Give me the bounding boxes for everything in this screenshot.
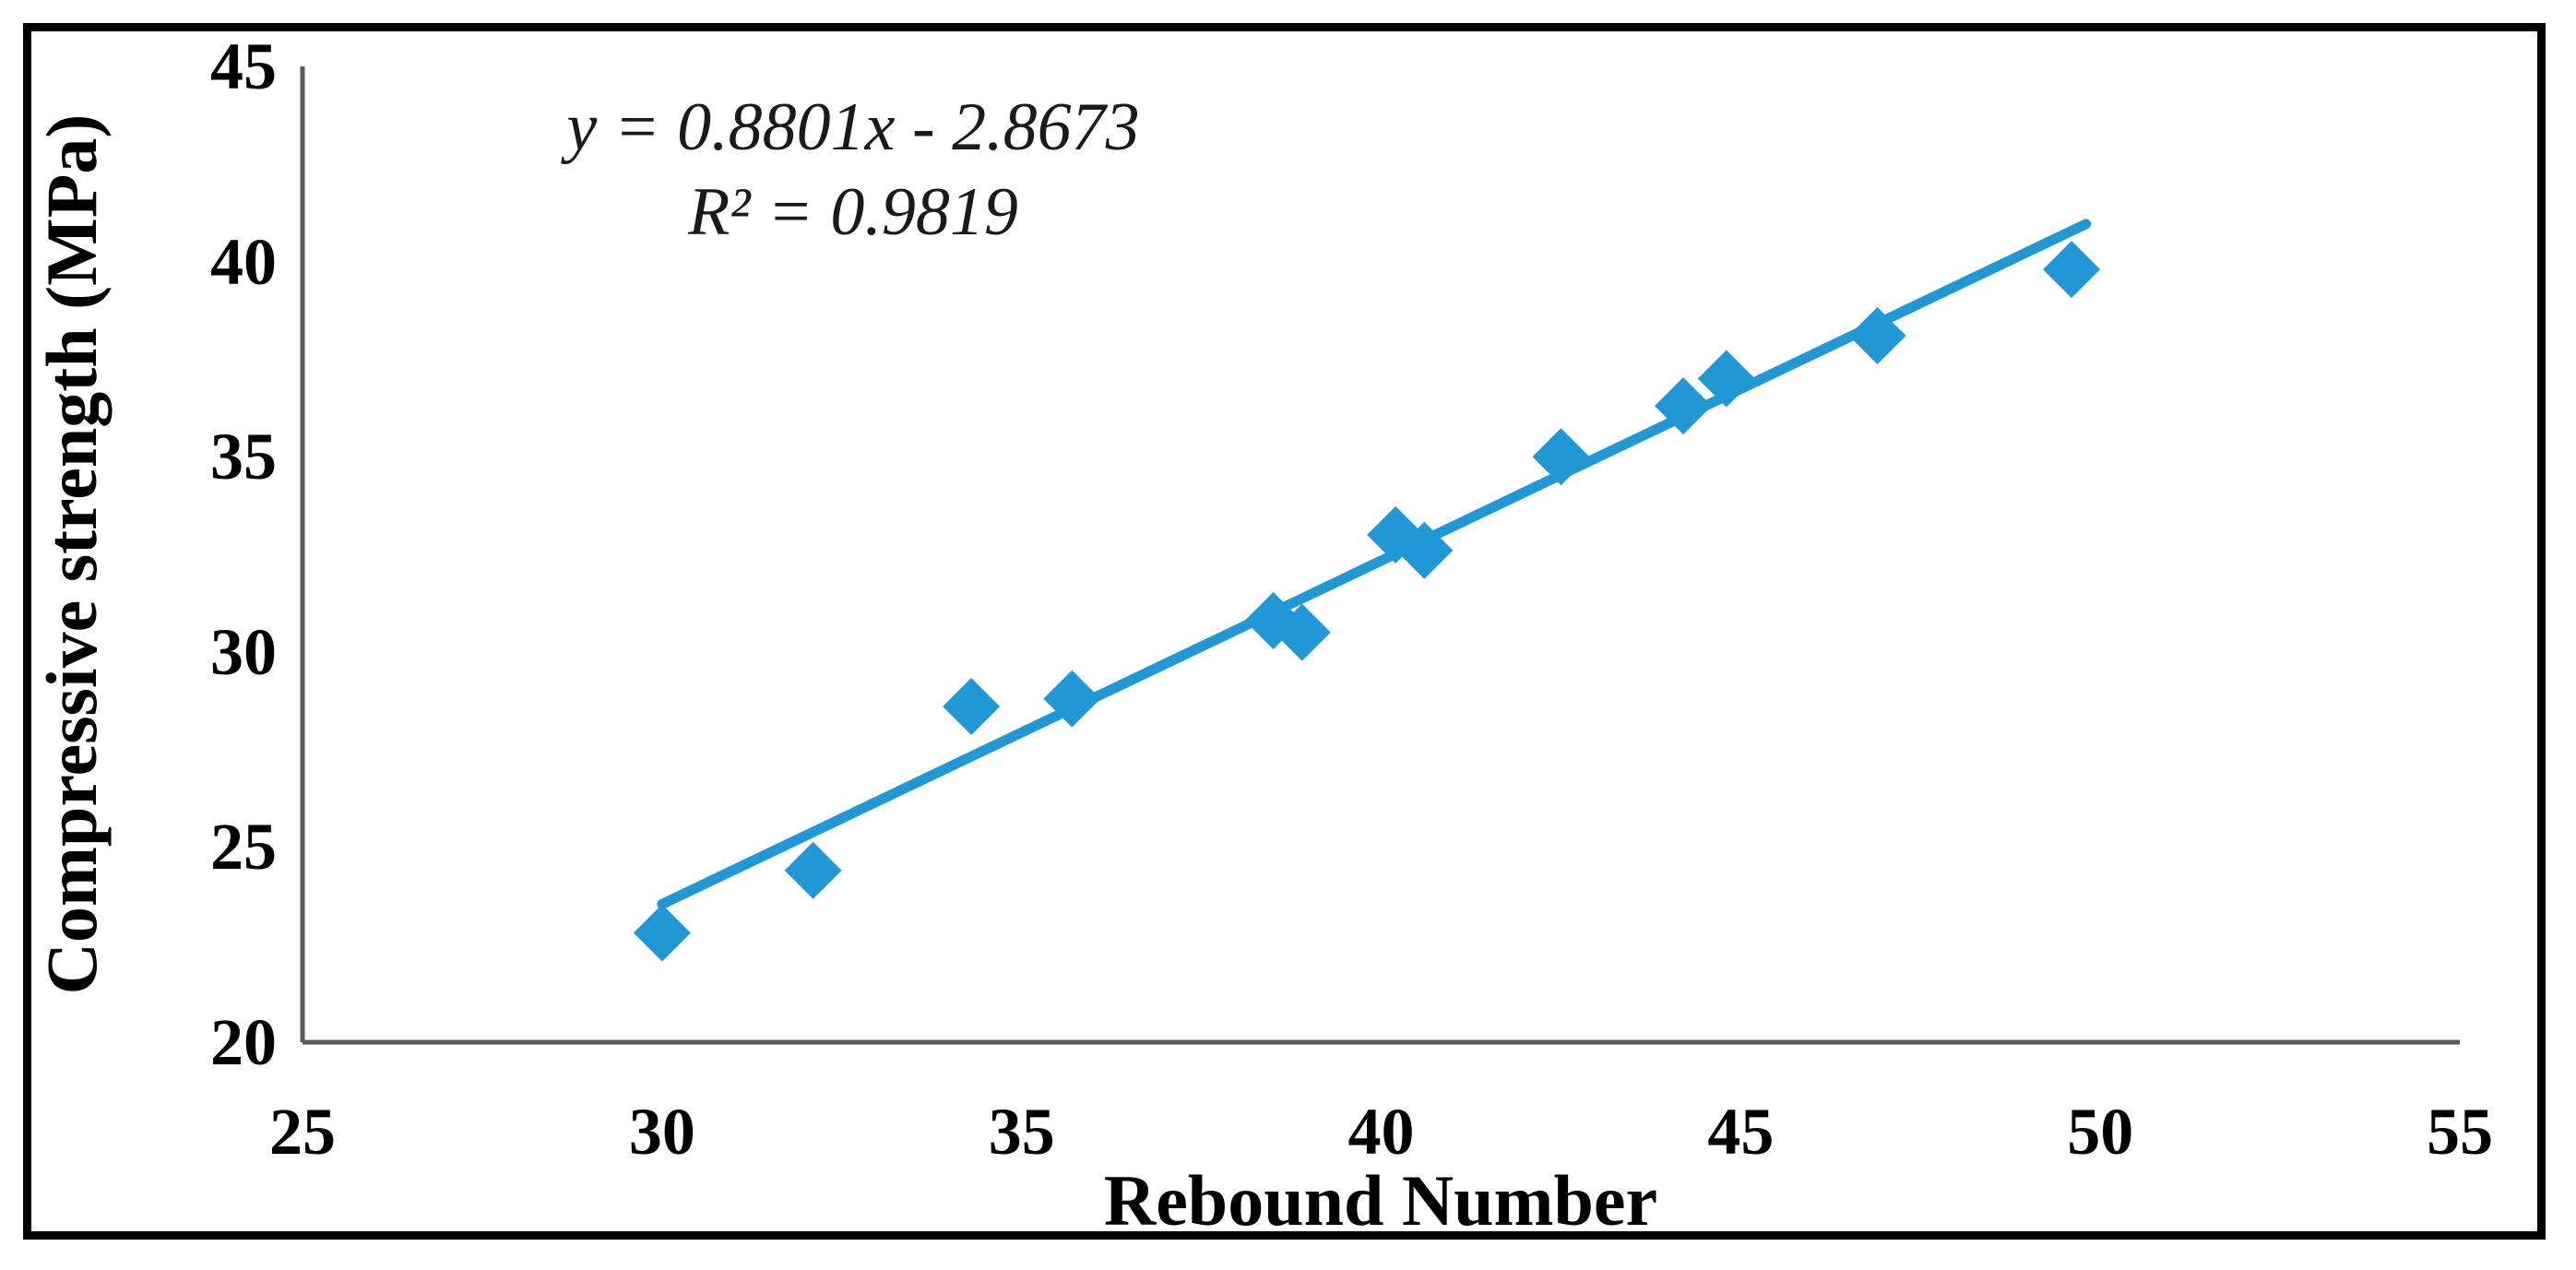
x-tick-label: 25: [269, 1095, 336, 1169]
x-tick-label: 35: [988, 1095, 1055, 1169]
data-point-diamond: [1697, 350, 1755, 408]
data-point-diamond: [1532, 428, 1590, 486]
trendline-annotation: y = 0.8801x - 2.8673 R² = 0.9819: [392, 85, 1314, 255]
x-tick-label: 45: [1707, 1095, 1775, 1169]
data-point-diamond: [1655, 377, 1713, 435]
trendline-equation: y = 0.8801x - 2.8673: [566, 89, 1140, 165]
y-tick-label: 30: [210, 614, 277, 689]
data-point-diamond: [1273, 603, 1331, 661]
x-tick-label: 50: [2067, 1095, 2134, 1169]
data-point-diamond: [1848, 307, 1906, 365]
data-point-diamond: [633, 904, 691, 962]
x-axis-title: Rebound Number: [1103, 1160, 1658, 1240]
data-point-diamond: [784, 841, 842, 899]
data-point-diamond: [2043, 241, 2101, 299]
y-tick-label: 40: [210, 224, 277, 299]
data-point-diamond: [1395, 521, 1454, 579]
data-point-diamond: [943, 678, 1001, 736]
y-tick-label: 25: [210, 810, 277, 884]
r-squared-label: R² = 0.9819: [688, 174, 1018, 250]
x-tick-label: 40: [1347, 1095, 1415, 1169]
x-tick-label: 30: [628, 1095, 695, 1169]
data-point-diamond: [1043, 670, 1101, 728]
x-tick-label: 55: [2427, 1095, 2494, 1169]
y-tick-label: 35: [210, 420, 277, 494]
y-tick-label: 45: [210, 30, 277, 103]
y-tick-label: 20: [210, 1005, 277, 1079]
trendline: [657, 219, 2092, 909]
y-axis-title: Compressive strength (MPa): [31, 113, 112, 995]
